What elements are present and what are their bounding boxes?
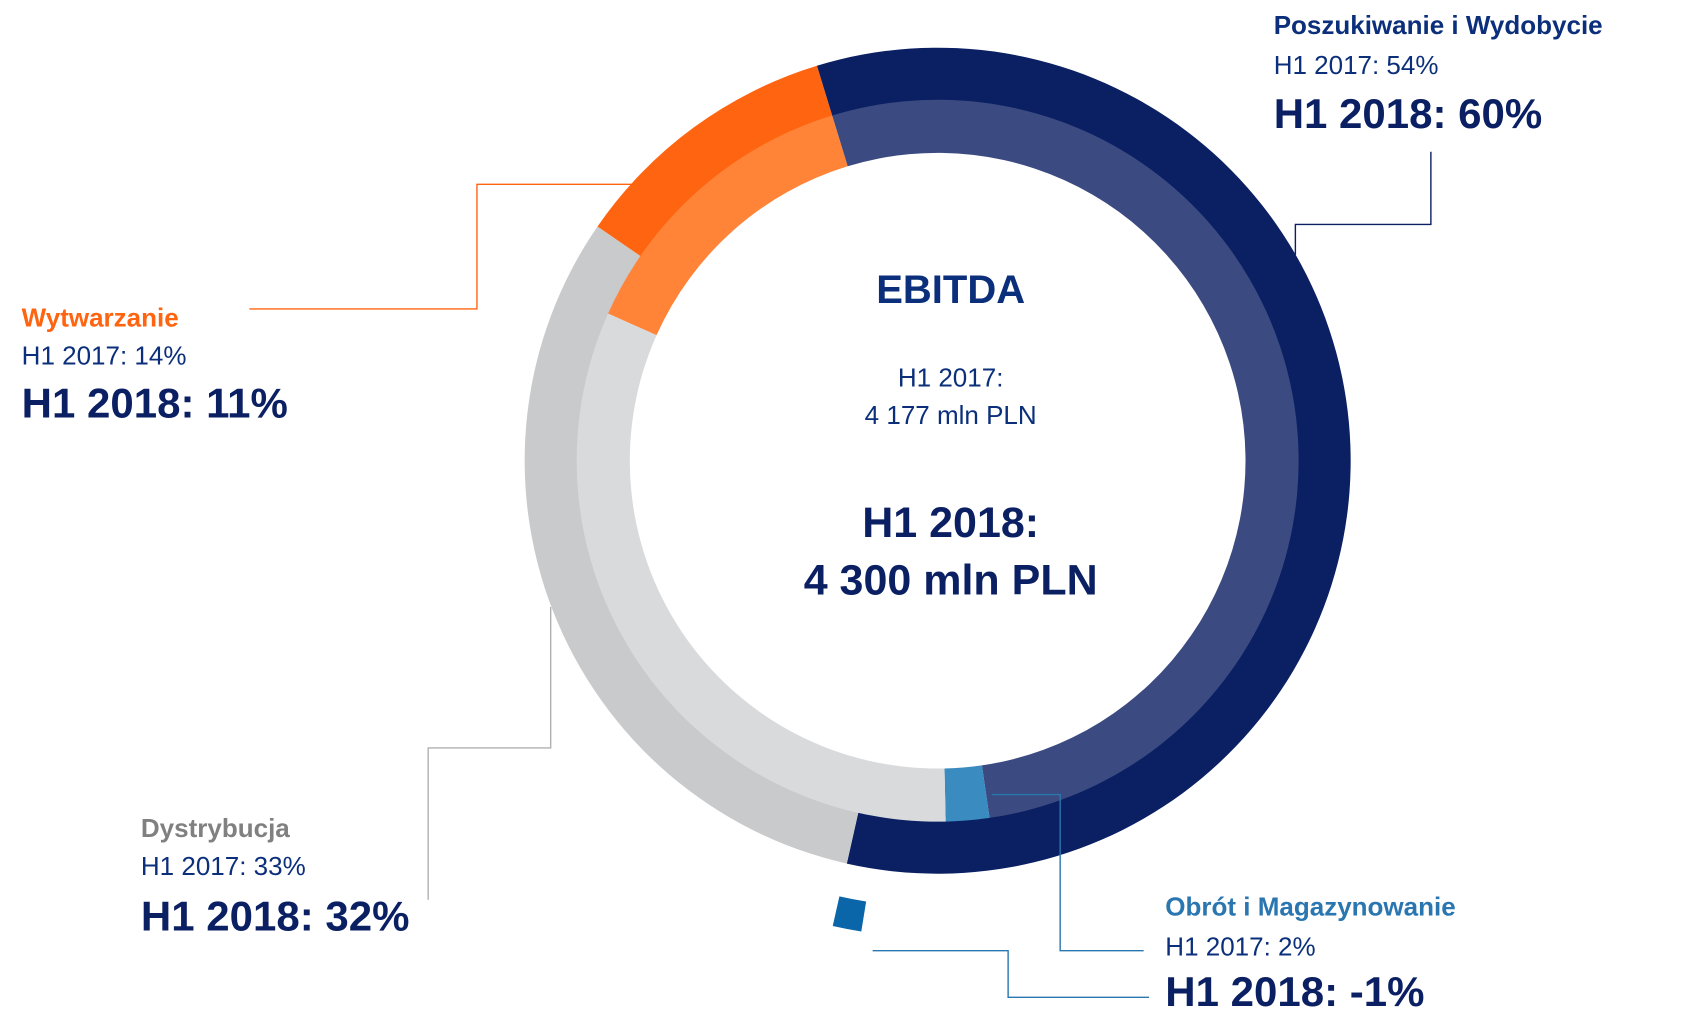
value-label-2018: H1 2018: 60% [1274, 90, 1543, 137]
donut-segment [608, 115, 848, 336]
leader-line [872, 949, 1150, 998]
value-label-2018: H1 2018: 11% [22, 380, 288, 427]
value-label-2017: H1 2017: 54% [1274, 50, 1439, 80]
center-2017: H1 2017: [898, 362, 1004, 392]
category-label: Poszukiwanie i Wydobycie [1274, 10, 1603, 40]
leader-line [991, 793, 1144, 952]
donut-segment [576, 313, 946, 822]
center-2018: H1 2018: [862, 499, 1039, 547]
leader-line [249, 183, 635, 310]
center-title: EBITDA [876, 268, 1025, 312]
labels: Poszukiwanie i Wydobycie H1 2017: 54% H1 2… [22, 10, 1603, 1015]
donut [524, 47, 1351, 932]
category-label: Obrót i Magazynowanie [1165, 891, 1455, 921]
value-label-2017: H1 2017: 33% [141, 851, 306, 881]
leader-line [427, 607, 552, 900]
category-label: Wytwarzanie [22, 303, 179, 333]
value-label-2018: H1 2018: 32% [141, 892, 410, 939]
center-2017: 4 177 mln PLN [865, 400, 1037, 430]
donut-segment [524, 226, 859, 864]
donut-segment [597, 65, 833, 257]
donut-segment [944, 765, 990, 822]
value-label-2018: H1 2018: -1% [1165, 968, 1424, 1015]
leader-line [1294, 151, 1432, 255]
negative-segment [832, 896, 867, 932]
center-2018: 4 300 mln PLN [804, 557, 1098, 605]
value-label-2017: H1 2017: 2% [1165, 931, 1315, 961]
leader-lines [249, 151, 1432, 998]
value-label-2017: H1 2017: 14% [22, 341, 187, 371]
category-label: Dystrybucja [141, 813, 290, 843]
